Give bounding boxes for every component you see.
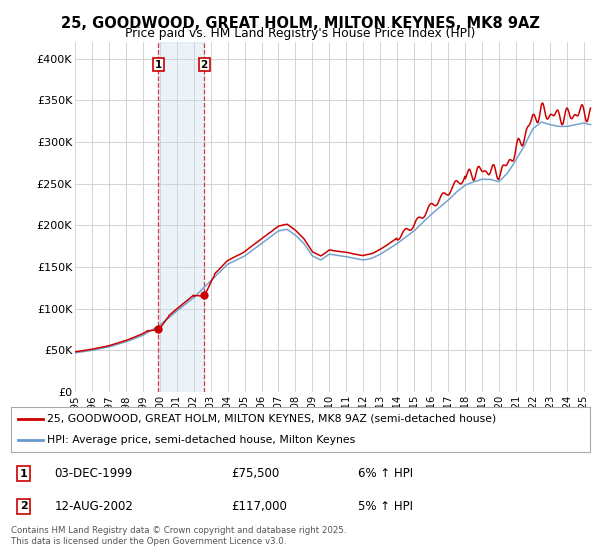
Text: Price paid vs. HM Land Registry's House Price Index (HPI): Price paid vs. HM Land Registry's House … (125, 27, 475, 40)
Bar (158, 42, 204, 392)
Text: £75,500: £75,500 (231, 468, 279, 480)
Text: 25, GOODWOOD, GREAT HOLM, MILTON KEYNES, MK8 9AZ: 25, GOODWOOD, GREAT HOLM, MILTON KEYNES,… (61, 16, 539, 31)
Text: Contains HM Land Registry data © Crown copyright and database right 2025.
This d: Contains HM Land Registry data © Crown c… (11, 526, 346, 546)
Text: 6% ↑ HPI: 6% ↑ HPI (358, 468, 413, 480)
Text: 12-AUG-2002: 12-AUG-2002 (54, 500, 133, 512)
Text: 2: 2 (200, 59, 208, 69)
Text: 1: 1 (20, 469, 28, 479)
Text: 2: 2 (20, 501, 28, 511)
Text: HPI: Average price, semi-detached house, Milton Keynes: HPI: Average price, semi-detached house,… (47, 435, 356, 445)
Text: 5% ↑ HPI: 5% ↑ HPI (358, 500, 413, 512)
Text: 25, GOODWOOD, GREAT HOLM, MILTON KEYNES, MK8 9AZ (semi-detached house): 25, GOODWOOD, GREAT HOLM, MILTON KEYNES,… (47, 414, 497, 424)
Text: £117,000: £117,000 (231, 500, 287, 512)
Text: 03-DEC-1999: 03-DEC-1999 (54, 468, 133, 480)
Text: 1: 1 (155, 59, 162, 69)
